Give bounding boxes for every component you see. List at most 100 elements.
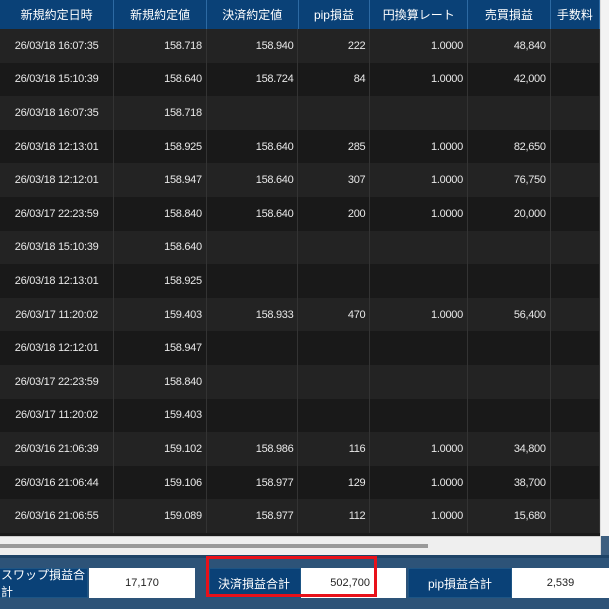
table-row[interactable]: 26/03/18 12:13:01 158.925 [0, 264, 600, 298]
table-cell: 1.0000 [370, 465, 468, 500]
table-cell: 56,400 [468, 297, 551, 332]
column-header[interactable]: 決済約定値 [207, 0, 299, 29]
table-row[interactable]: 26/03/18 15:10:39 158.640 158.724 84 1.0000 4… [0, 62, 600, 97]
table-cell: 159.403 [114, 297, 207, 332]
table-cell [370, 264, 468, 298]
table-cell [551, 499, 600, 533]
table-cell: 1.0000 [370, 163, 468, 197]
table-row[interactable]: 26/03/18 12:12:01 158.947 158.640 307 1.0000… [0, 163, 600, 197]
table-cell: 1.0000 [370, 432, 468, 466]
table-cell: 159.089 [114, 499, 207, 533]
table-cell [298, 264, 371, 298]
table-cell: 26/03/18 16:07:35 [0, 29, 115, 63]
table-cell [468, 264, 551, 298]
table-cell: 470 [298, 297, 371, 332]
table-cell [551, 29, 600, 63]
table-cell: 158.940 [207, 29, 299, 63]
table-row[interactable]: 26/03/18 15:10:39 158.640 [0, 230, 600, 265]
table-cell [468, 398, 551, 433]
pip-total-label: pip損益合計 [408, 568, 512, 598]
table-cell: 158.840 [114, 196, 207, 231]
table-cell [551, 62, 600, 97]
table-body: 26/03/18 16:07:35 158.718 158.940 222 1.0000… [0, 29, 600, 533]
table-cell: 1.0000 [370, 499, 468, 533]
table-cell: 26/03/17 11:20:02 [0, 297, 115, 332]
table-cell: 26/03/18 12:13:01 [0, 264, 115, 298]
table-cell [551, 264, 600, 298]
column-header[interactable]: pip損益 [299, 0, 371, 29]
table-row[interactable]: 26/03/16 21:06:44 159.106 158.977 129 1.0000… [0, 465, 600, 500]
table-cell [207, 96, 299, 130]
table-cell: 26/03/18 15:10:39 [0, 62, 115, 97]
column-header[interactable]: 新規約定日時 [0, 0, 115, 29]
table-row[interactable]: 26/03/18 12:13:01 158.925 158.640 285 1.0000… [0, 129, 600, 164]
settle-total-value: 502,700 [301, 568, 406, 598]
table-cell: 158.640 [207, 129, 299, 164]
table-row[interactable]: 26/03/17 11:20:02 159.403 158.933 470 1.0000… [0, 297, 600, 332]
table-cell: 307 [298, 163, 371, 197]
swap-total-label: スワップ損益合計 [0, 568, 88, 599]
table-row[interactable]: 26/03/17 22:23:59 158.840 [0, 364, 600, 399]
table-cell [370, 331, 468, 365]
column-header[interactable]: 手数料 [551, 0, 600, 29]
table-cell [551, 398, 600, 433]
table-cell [298, 96, 371, 130]
table-cell: 34,800 [468, 432, 551, 466]
table-cell: 26/03/18 16:07:35 [0, 96, 115, 130]
scrollbar-corner [601, 536, 609, 555]
table-cell: 159.403 [114, 398, 207, 433]
table-cell: 84 [298, 62, 371, 97]
table-cell: 112 [298, 499, 371, 533]
table-row[interactable]: 26/03/18 16:07:35 158.718 158.940 222 1.0000… [0, 29, 600, 63]
table-row[interactable]: 26/03/16 21:06:39 159.102 158.986 116 1.0000… [0, 432, 600, 466]
table-row[interactable]: 26/03/17 11:20:02 159.403 [0, 398, 600, 433]
table-cell: 82,650 [468, 129, 551, 164]
table-cell [370, 230, 468, 265]
table-cell [468, 331, 551, 365]
column-header[interactable]: 円換算レート [370, 0, 468, 29]
table-cell [551, 163, 600, 197]
table-row[interactable]: 26/03/17 22:23:59 158.840 158.640 200 1.0000… [0, 196, 600, 231]
swap-total-value: 17,170 [89, 568, 195, 598]
settle-total-label: 決済損益合計 [209, 568, 301, 598]
table-cell: 26/03/17 22:23:59 [0, 364, 115, 399]
horizontal-scrollbar[interactable] [0, 536, 600, 555]
table-cell: 158.977 [207, 465, 299, 500]
table-cell: 1.0000 [370, 29, 468, 63]
table-cell [370, 96, 468, 130]
table-cell: 26/03/16 21:06:39 [0, 432, 115, 466]
table-row[interactable]: 26/03/18 12:12:01 158.947 [0, 331, 600, 365]
table-cell [370, 398, 468, 433]
table-cell [298, 364, 371, 399]
table-cell [298, 230, 371, 265]
column-header[interactable]: 新規約定値 [114, 0, 207, 29]
table-row[interactable]: 26/03/16 21:06:55 159.089 158.977 112 1.0000… [0, 499, 600, 533]
table-cell: 48,840 [468, 29, 551, 63]
table-cell: 158.925 [114, 129, 207, 164]
table-cell: 1.0000 [370, 129, 468, 164]
vertical-scrollbar[interactable] [600, 0, 609, 555]
column-header[interactable]: 売買損益 [468, 0, 551, 29]
table-cell [298, 331, 371, 365]
table-cell: 158.640 [114, 62, 207, 97]
table-cell: 26/03/18 12:12:01 [0, 163, 115, 197]
table-cell [551, 364, 600, 399]
scrollbar-thumb[interactable] [0, 544, 428, 548]
table-cell: 158.947 [114, 331, 207, 365]
table-row[interactable]: 26/03/18 16:07:35 158.718 [0, 96, 600, 130]
table-cell [207, 264, 299, 298]
table-cell: 26/03/18 12:12:01 [0, 331, 115, 365]
table-cell: 158.925 [114, 264, 207, 298]
table-cell: 26/03/16 21:06:44 [0, 465, 115, 500]
table-cell: 158.718 [114, 29, 207, 63]
table-cell [207, 230, 299, 265]
table-header: 新規約定日時 新規約定値 決済約定値 pip損益 円換算レート 売買損益 手数料 [0, 0, 600, 29]
table-cell: 42,000 [468, 62, 551, 97]
table-cell: 158.724 [207, 62, 299, 97]
table-cell: 15,680 [468, 499, 551, 533]
table-cell: 158.977 [207, 499, 299, 533]
table-cell: 129 [298, 465, 371, 500]
trade-history-table: 新規約定日時 新規約定値 決済約定値 pip損益 円換算レート 売買損益 手数料… [0, 0, 600, 536]
table-cell [207, 364, 299, 399]
table-cell [551, 331, 600, 365]
